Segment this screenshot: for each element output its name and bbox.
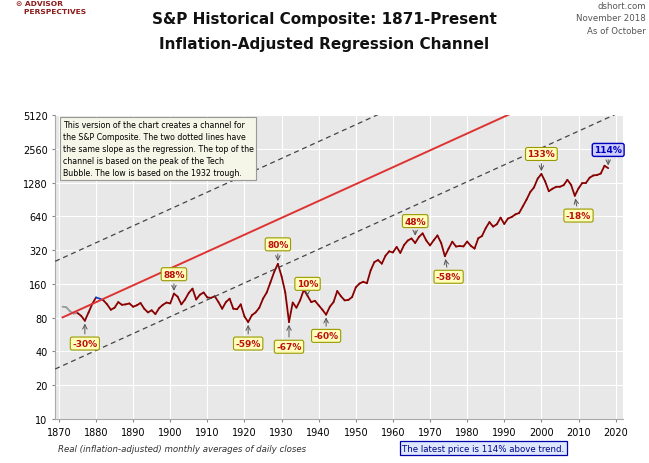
Text: 80%: 80%	[267, 240, 289, 261]
Text: 114%: 114%	[594, 146, 622, 165]
Text: -60%: -60%	[313, 319, 339, 341]
Text: 10%: 10%	[297, 280, 318, 295]
Text: This version of the chart creates a channel for
the S&P Composite. The two dotte: This version of the chart creates a chan…	[62, 120, 253, 178]
Text: -30%: -30%	[72, 325, 97, 348]
Text: S&P Historical Composite: 1871-Present: S&P Historical Composite: 1871-Present	[152, 12, 497, 26]
Text: -67%: -67%	[276, 326, 302, 351]
Text: -58%: -58%	[436, 261, 461, 282]
Text: The latest price is 114% above trend.: The latest price is 114% above trend.	[402, 444, 565, 453]
Text: 133%: 133%	[528, 150, 556, 171]
Text: dshort.com
November 2018
As of October: dshort.com November 2018 As of October	[576, 2, 646, 36]
Text: Real (inflation-adjusted) monthly averages of daily closes: Real (inflation-adjusted) monthly averag…	[58, 444, 306, 453]
Text: 48%: 48%	[404, 217, 426, 235]
Text: -18%: -18%	[566, 200, 591, 220]
Text: ⊙ ADVISOR
   PERSPECTIVES: ⊙ ADVISOR PERSPECTIVES	[16, 1, 86, 15]
Text: Inflation-Adjusted Regression Channel: Inflation-Adjusted Regression Channel	[160, 37, 489, 52]
Text: 88%: 88%	[163, 270, 185, 290]
Text: -59%: -59%	[236, 326, 261, 348]
